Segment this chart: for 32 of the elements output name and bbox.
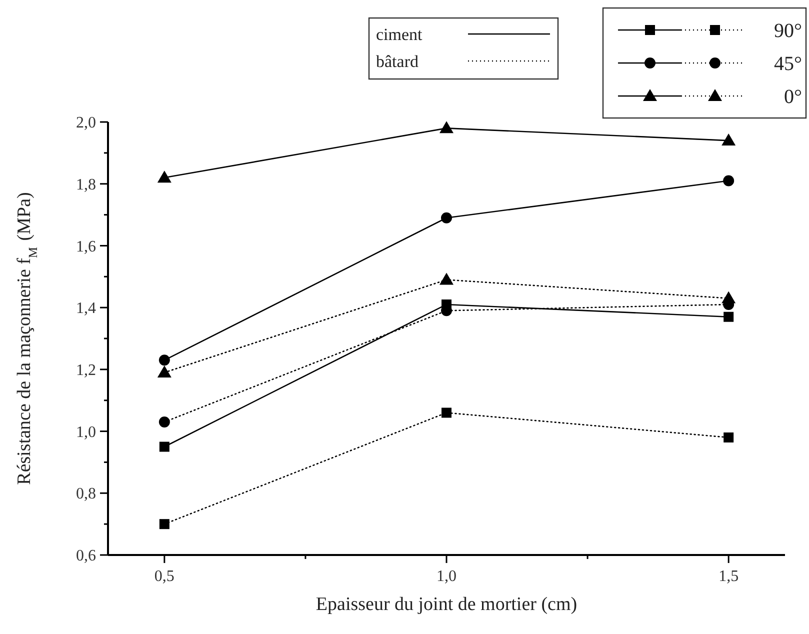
x-axis-title: Epaisseur du joint de mortier (cm) [316,594,578,615]
point [724,312,734,322]
point [159,519,170,530]
y-tick-label: 1,0 [76,424,96,441]
point [722,291,736,304]
y-tick-label: 0,6 [76,548,96,565]
point [440,121,454,134]
point [724,432,734,442]
point [159,442,170,452]
point [723,175,734,186]
point [157,170,172,183]
y-tick-label: 0,8 [76,486,96,503]
text: 45° [774,53,802,75]
y-tick-label: 2,0 [76,114,96,132]
y-tick-label: 1,2 [76,362,96,380]
point [157,366,172,378]
text: 0° [784,86,802,108]
text: ciment [376,25,423,44]
y-tick-label: 1,8 [76,176,96,194]
point [441,212,452,224]
y-tick-label: 1,6 [76,238,96,256]
x-tick-label: 1,5 [718,568,739,585]
point [158,354,170,366]
y-tick-label: 1,4 [76,300,96,318]
point [722,134,736,146]
text: bâtard [376,52,419,71]
text: 90° [774,20,802,42]
x-tick-label: 0,5 [154,568,174,585]
point [442,408,452,418]
point [440,272,454,285]
point [158,416,170,428]
x-tick-label: 1,0 [436,568,456,585]
